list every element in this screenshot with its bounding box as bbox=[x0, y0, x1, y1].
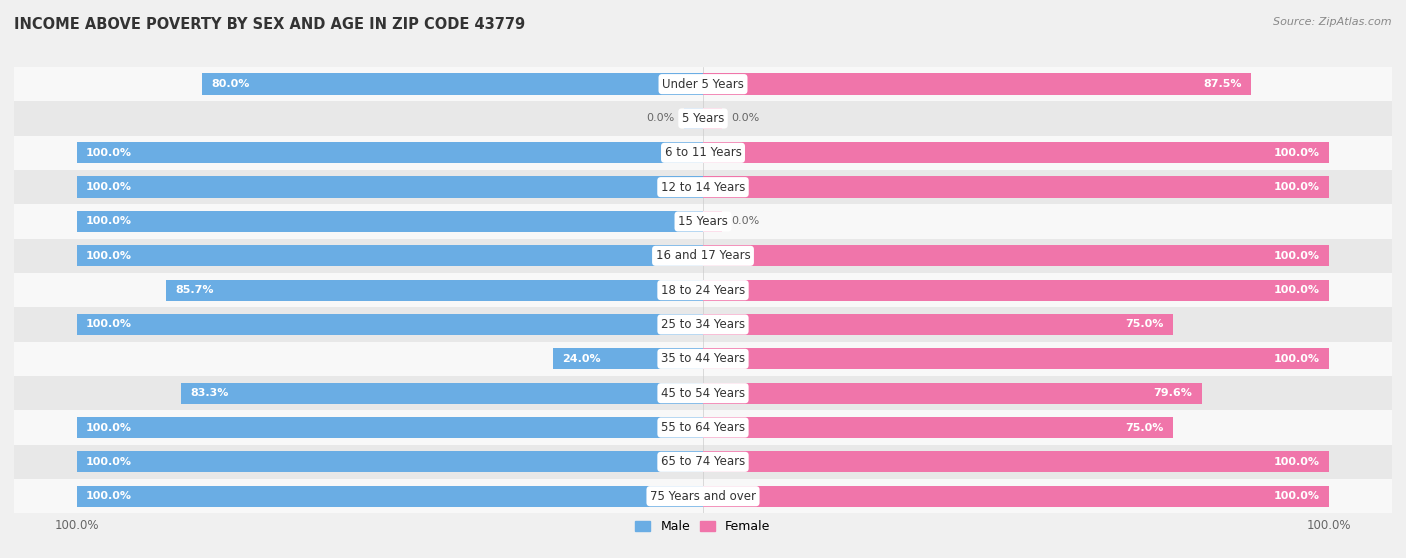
Bar bbox=[14, 410, 1392, 445]
Bar bbox=[77, 314, 703, 335]
Bar bbox=[14, 136, 1392, 170]
Text: 0.0%: 0.0% bbox=[731, 217, 759, 227]
Bar bbox=[703, 74, 1251, 95]
Legend: Male, Female: Male, Female bbox=[630, 516, 776, 538]
Bar bbox=[703, 485, 1329, 507]
Text: 100.0%: 100.0% bbox=[86, 457, 132, 467]
Bar bbox=[14, 273, 1392, 307]
Text: 100.0%: 100.0% bbox=[1274, 354, 1320, 364]
Text: 80.0%: 80.0% bbox=[211, 79, 250, 89]
Text: 83.3%: 83.3% bbox=[191, 388, 229, 398]
Text: 100.0%: 100.0% bbox=[86, 182, 132, 192]
Text: 5 Years: 5 Years bbox=[682, 112, 724, 125]
Text: 0.0%: 0.0% bbox=[647, 113, 675, 123]
Bar bbox=[14, 204, 1392, 239]
Bar bbox=[14, 376, 1392, 410]
Bar bbox=[703, 280, 1329, 301]
Text: 65 to 74 Years: 65 to 74 Years bbox=[661, 455, 745, 468]
Bar bbox=[14, 307, 1392, 341]
Bar bbox=[14, 170, 1392, 204]
Bar bbox=[703, 417, 1173, 438]
Bar bbox=[553, 348, 703, 369]
Text: 100.0%: 100.0% bbox=[86, 320, 132, 329]
Text: 25 to 34 Years: 25 to 34 Years bbox=[661, 318, 745, 331]
Bar bbox=[703, 451, 1329, 473]
Bar bbox=[77, 485, 703, 507]
Bar bbox=[685, 108, 703, 129]
Text: 100.0%: 100.0% bbox=[86, 251, 132, 261]
Text: 87.5%: 87.5% bbox=[1204, 79, 1241, 89]
Text: Under 5 Years: Under 5 Years bbox=[662, 78, 744, 90]
Text: 24.0%: 24.0% bbox=[562, 354, 600, 364]
Text: 85.7%: 85.7% bbox=[176, 285, 214, 295]
Text: 6 to 11 Years: 6 to 11 Years bbox=[665, 146, 741, 159]
Text: 100.0%: 100.0% bbox=[1274, 182, 1320, 192]
Text: 100.0%: 100.0% bbox=[1274, 285, 1320, 295]
Text: INCOME ABOVE POVERTY BY SEX AND AGE IN ZIP CODE 43779: INCOME ABOVE POVERTY BY SEX AND AGE IN Z… bbox=[14, 17, 526, 32]
Text: 75.0%: 75.0% bbox=[1125, 320, 1163, 329]
Bar bbox=[14, 67, 1392, 102]
Text: 100.0%: 100.0% bbox=[1274, 148, 1320, 158]
Text: 100.0%: 100.0% bbox=[86, 148, 132, 158]
Bar bbox=[77, 245, 703, 267]
Bar bbox=[14, 239, 1392, 273]
Text: 100.0%: 100.0% bbox=[86, 422, 132, 432]
Text: 100.0%: 100.0% bbox=[86, 491, 132, 501]
Bar bbox=[703, 211, 721, 232]
Bar bbox=[77, 142, 703, 163]
Text: 18 to 24 Years: 18 to 24 Years bbox=[661, 283, 745, 297]
Text: 45 to 54 Years: 45 to 54 Years bbox=[661, 387, 745, 400]
Bar bbox=[14, 341, 1392, 376]
Text: 12 to 14 Years: 12 to 14 Years bbox=[661, 181, 745, 194]
Text: 75 Years and over: 75 Years and over bbox=[650, 490, 756, 503]
Text: 15 Years: 15 Years bbox=[678, 215, 728, 228]
Text: 100.0%: 100.0% bbox=[86, 217, 132, 227]
Bar bbox=[703, 142, 1329, 163]
Text: Source: ZipAtlas.com: Source: ZipAtlas.com bbox=[1274, 17, 1392, 27]
Bar bbox=[166, 280, 703, 301]
Bar bbox=[77, 417, 703, 438]
Text: 0.0%: 0.0% bbox=[731, 113, 759, 123]
Bar bbox=[77, 176, 703, 198]
Text: 55 to 64 Years: 55 to 64 Years bbox=[661, 421, 745, 434]
Bar bbox=[703, 108, 721, 129]
Bar bbox=[703, 245, 1329, 267]
Bar bbox=[703, 176, 1329, 198]
Text: 79.6%: 79.6% bbox=[1153, 388, 1192, 398]
Bar bbox=[703, 383, 1202, 404]
Bar bbox=[77, 211, 703, 232]
Bar bbox=[14, 479, 1392, 513]
Text: 16 and 17 Years: 16 and 17 Years bbox=[655, 249, 751, 262]
Bar bbox=[202, 74, 703, 95]
Text: 100.0%: 100.0% bbox=[1274, 251, 1320, 261]
Text: 75.0%: 75.0% bbox=[1125, 422, 1163, 432]
Bar bbox=[703, 314, 1173, 335]
Bar bbox=[703, 348, 1329, 369]
Text: 100.0%: 100.0% bbox=[1274, 491, 1320, 501]
Bar bbox=[77, 451, 703, 473]
Bar bbox=[14, 102, 1392, 136]
Text: 35 to 44 Years: 35 to 44 Years bbox=[661, 352, 745, 365]
Text: 100.0%: 100.0% bbox=[1274, 457, 1320, 467]
Bar bbox=[181, 383, 703, 404]
Bar bbox=[14, 445, 1392, 479]
